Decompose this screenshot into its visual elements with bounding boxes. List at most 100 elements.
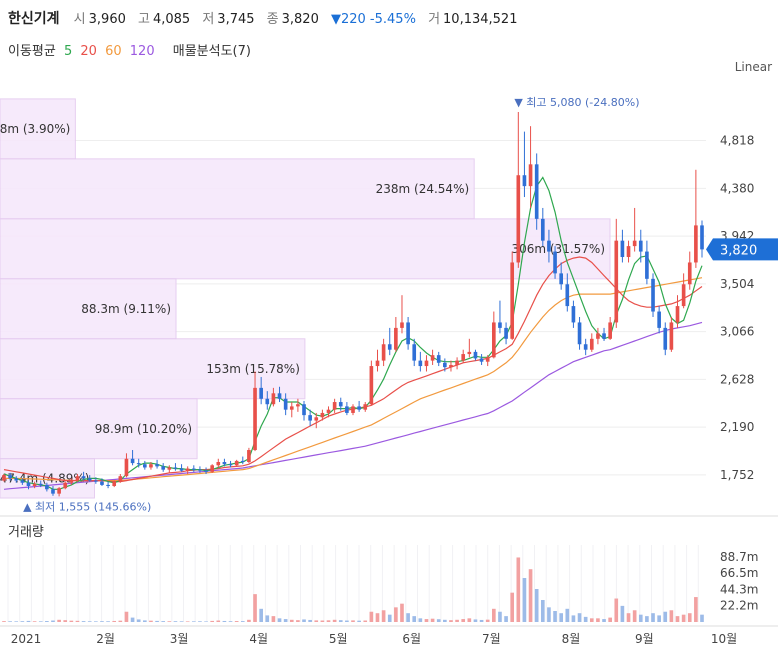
- candle-body: [87, 478, 92, 481]
- volume-bar: [185, 621, 190, 622]
- volume-profile-label: 37.8m (3.90%): [0, 122, 70, 136]
- candle-body: [338, 402, 343, 407]
- volume-bar: [681, 614, 686, 622]
- candle-body: [504, 327, 508, 339]
- volume-bar: [443, 619, 447, 622]
- volume-bar: [436, 619, 441, 622]
- candle-body: [394, 327, 398, 350]
- volume-bar: [20, 621, 25, 622]
- volume-bar: [38, 621, 43, 622]
- volume-bar: [583, 616, 588, 622]
- candle-body: [583, 344, 588, 350]
- candle-body: [198, 469, 202, 471]
- volume-bar: [504, 616, 508, 622]
- volume-bar: [430, 618, 435, 622]
- candle-body: [694, 225, 698, 263]
- candle-body: [406, 322, 410, 345]
- volume-bar: [277, 618, 282, 622]
- volume-bar: [136, 619, 141, 622]
- candle-body: [51, 489, 55, 494]
- volume-bar: [57, 619, 61, 622]
- y-tick-label: 2,628: [720, 372, 754, 386]
- volume-profile-legend: 매물분석도(7): [172, 44, 251, 59]
- candle-body: [8, 475, 12, 479]
- volume-bar: [191, 621, 196, 622]
- x-tick-label: 5월: [329, 632, 348, 646]
- volume-bar: [522, 578, 527, 622]
- candle-body: [173, 467, 178, 469]
- ma20-legend: 20: [80, 44, 97, 59]
- candle-body: [271, 393, 276, 405]
- candle-body: [326, 409, 331, 413]
- candle-body: [75, 476, 80, 481]
- volume-bar: [259, 608, 263, 622]
- candle-body: [222, 462, 227, 465]
- volume-bar: [149, 620, 153, 622]
- volume-bar: [669, 610, 674, 622]
- candle-body: [608, 322, 612, 339]
- volume-bar: [112, 620, 117, 622]
- y-tick-label: 1,752: [720, 468, 754, 482]
- candle-body: [57, 488, 61, 494]
- volume-bar: [45, 621, 49, 622]
- volume-title: 거래량: [8, 525, 44, 540]
- volume-bar: [473, 619, 478, 622]
- candle-body: [124, 458, 129, 477]
- candle-body: [424, 360, 429, 367]
- candle-body: [473, 351, 478, 359]
- volume-bar: [228, 621, 233, 622]
- volume-profile-label: 238m (24.54%): [376, 182, 470, 196]
- volume-bar: [620, 605, 625, 622]
- volume-bar: [308, 619, 312, 622]
- candle-body: [638, 240, 643, 252]
- candle-body: [522, 175, 527, 187]
- candle-body: [210, 465, 214, 472]
- y-tick-label: 3,504: [720, 277, 754, 291]
- volume-bar: [492, 608, 496, 622]
- volume-bar: [651, 613, 655, 622]
- volume-tick-label: 44.3m: [720, 583, 758, 597]
- candle-body: [553, 251, 557, 274]
- volume-bar: [234, 621, 239, 622]
- volume-bar: [528, 569, 533, 622]
- volume-bar: [351, 620, 355, 622]
- candle-body: [363, 404, 368, 410]
- volume-bar: [596, 618, 600, 622]
- volume-bar: [547, 607, 551, 622]
- candle-body: [112, 481, 117, 487]
- volume-bar: [210, 620, 214, 622]
- low-label: 저: [202, 12, 215, 27]
- volume-bar: [198, 621, 202, 622]
- candle-body: [577, 322, 582, 345]
- volume-bar: [326, 620, 331, 622]
- max-annotation: ▼ 최고 5,080 (-24.80%): [514, 96, 639, 109]
- candle-body: [571, 306, 576, 323]
- volume-bar: [94, 621, 98, 622]
- volume-bar: [614, 598, 619, 622]
- scale-mode-toggle[interactable]: Linear: [734, 60, 772, 74]
- quote-header: 한신기계 시 3,960 고 4,085 저 3,745 종 3,820 ▼220 -5…: [8, 8, 525, 28]
- candle-body: [516, 175, 521, 263]
- candle-body: [234, 460, 239, 466]
- candle-body: [259, 387, 263, 399]
- volume-bar: [51, 620, 55, 622]
- y-tick-label: 4,818: [720, 134, 754, 148]
- current-price-label: 3,820: [720, 243, 757, 258]
- ma-legend-label: 이동평균: [8, 44, 56, 59]
- candle-body: [369, 366, 374, 405]
- volume-profile-label: 88.3m (9.11%): [81, 302, 171, 316]
- candle-body: [534, 164, 539, 219]
- volume-bar: [81, 621, 86, 622]
- candle-body: [632, 240, 637, 247]
- volume-bar: [602, 619, 606, 622]
- volume-bar: [106, 621, 110, 622]
- candle-body: [455, 360, 459, 365]
- x-tick-label: 2월: [96, 632, 115, 646]
- volume-bar: [253, 594, 257, 622]
- volume-profile-bar: [0, 158, 475, 220]
- indicator-legend[interactable]: 이동평균 5 20 60 120 매물분석도(7): [8, 40, 255, 59]
- candle-body: [559, 273, 563, 285]
- candle-body: [430, 355, 435, 361]
- candle-body: [302, 404, 306, 416]
